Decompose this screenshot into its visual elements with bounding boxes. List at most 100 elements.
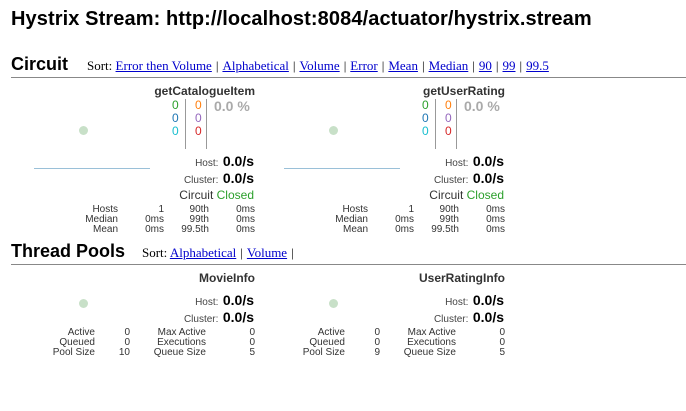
host-label: Host: [195,297,219,308]
executions-value: 0 [249,337,255,348]
executions-label: Executions [407,337,456,348]
max-active-label: Max Active [157,327,206,338]
timeout-count: 0 [445,98,452,112]
pool-size-value: 9 [374,347,380,358]
p90-label: 90th [439,204,459,215]
circuit-status: Closed [216,188,254,202]
mean-label: Mean [92,224,118,235]
pool-stats-table: Active 0 Max Active 0 Queued 0 Execution… [300,328,505,358]
timeout-count: 0 [195,98,202,112]
rejected-count: 0 [195,111,202,125]
sort-volume-link[interactable]: Volume [299,58,340,73]
median-value: 0ms [395,214,414,225]
queue-size-label: Queue Size [153,347,206,358]
bad-request-count: 0 [172,124,179,138]
health-circle-icon[interactable] [329,126,338,135]
median-label: Median [335,214,368,225]
p90-label: 90th [189,204,209,215]
host-label: Host: [445,297,469,308]
p995-value: 0ms [236,224,255,235]
host-rate-row: Host: 0.0/s [400,292,504,310]
queued-label: Queued [59,337,95,348]
sort-alphabetical-link[interactable]: Alphabetical [222,58,289,73]
pool-size-value: 10 [118,347,130,358]
active-label: Active [317,327,345,338]
queue-size-value: 5 [499,347,505,358]
sparkline [34,168,150,169]
circuit-name: getCatalogueItem [154,84,255,98]
circuit-sort-bar: Sort: Error then Volume | Alphabetical | Vol… [87,58,549,73]
executions-label: Executions [157,337,206,348]
mean-value: 0ms [145,224,164,235]
health-circle-icon[interactable] [79,299,88,308]
p99-value: 0ms [236,214,255,225]
host-label: Host: [195,158,219,169]
circuit-divider [11,77,686,78]
sort-99-5-link[interactable]: 99.5 [526,58,549,73]
circuit-label: Circuit [429,188,464,202]
rejected-count: 0 [445,111,452,125]
host-rate: 0.0/s [222,153,254,169]
median-value: 0ms [145,214,164,225]
error-percentage: 0.0 % [464,98,500,114]
circuit-name: getUserRating [422,84,505,98]
max-active-value: 0 [249,327,255,338]
host-rate-row: Host: 0.0/s [150,292,254,310]
p99-label: 99th [189,214,209,225]
short-circuited-count: 0 [422,111,429,125]
p90-value: 0ms [486,204,505,215]
hosts-label: Hosts [342,204,368,215]
active-value: 0 [374,327,380,338]
sort-99-link[interactable]: 99 [502,58,516,73]
p995-label: 99.5th [431,224,459,235]
sparkline [284,168,400,169]
health-circle-icon[interactable] [329,299,338,308]
thread-pools-section-title: Thread Pools [11,241,126,261]
health-circle-icon[interactable] [79,126,88,135]
queued-label: Queued [309,337,345,348]
pool-name: UserRatingInfo [418,271,505,285]
cluster-rate: 0.0/s [222,309,254,325]
sort-error-link[interactable]: Error [350,58,378,73]
sort-mean-link[interactable]: Mean [388,58,418,73]
cluster-rate: 0.0/s [222,170,254,186]
sort-median-link[interactable]: Median [428,58,469,73]
page-title: Hystrix Stream: http://localhost:8084/ac… [11,8,592,30]
sort-volume-link[interactable]: Volume [246,245,288,260]
mean-value: 0ms [395,224,414,235]
success-count: 0 [172,98,179,112]
circuit-section-title: Circuit [11,54,69,74]
cluster-rate: 0.0/s [472,170,504,186]
bad-request-count: 0 [422,124,429,138]
thread-pools-sort-bar: Sort: Alphabetical | Volume | [142,245,294,260]
sort-label: Sort: [87,58,113,73]
circuit-status: Closed [466,188,504,202]
queued-value: 0 [124,337,130,348]
active-label: Active [67,327,95,338]
queue-size-value: 5 [249,347,255,358]
sort-alphabetical-link[interactable]: Alphabetical [169,245,237,260]
latency-table: Hosts 1 90th 0ms Median 0ms 99th 0ms Mea… [78,205,255,235]
cluster-rate-row: Cluster: 0.0/s [400,170,504,188]
executions-value: 0 [499,337,505,348]
counts-divider [206,99,207,149]
cluster-label: Cluster: [433,175,469,186]
counts-divider [185,99,186,149]
cluster-rate-row: Cluster: 0.0/s [150,309,254,327]
pool-stats-table: Active 0 Max Active 0 Queued 0 Execution… [50,328,255,358]
sort-90-link[interactable]: 90 [478,58,492,73]
failure-count: 0 [195,124,202,138]
cluster-rate: 0.0/s [472,309,504,325]
counts-divider [456,99,457,149]
hosts-label: Hosts [92,204,118,215]
cluster-rate-row: Cluster: 0.0/s [400,309,504,327]
pool-size-label: Pool Size [302,347,345,358]
cluster-label: Cluster: [183,314,219,325]
cluster-rate-row: Cluster: 0.0/s [150,170,254,188]
pool-name: MovieInfo [199,271,255,285]
host-rate-row: Host: 0.0/s [400,153,504,171]
sort-error-then-volume-link[interactable]: Error then Volume [115,58,212,73]
circuit-status-row: Circuit Closed [400,188,504,202]
p995-value: 0ms [486,224,505,235]
max-active-label: Max Active [407,327,456,338]
